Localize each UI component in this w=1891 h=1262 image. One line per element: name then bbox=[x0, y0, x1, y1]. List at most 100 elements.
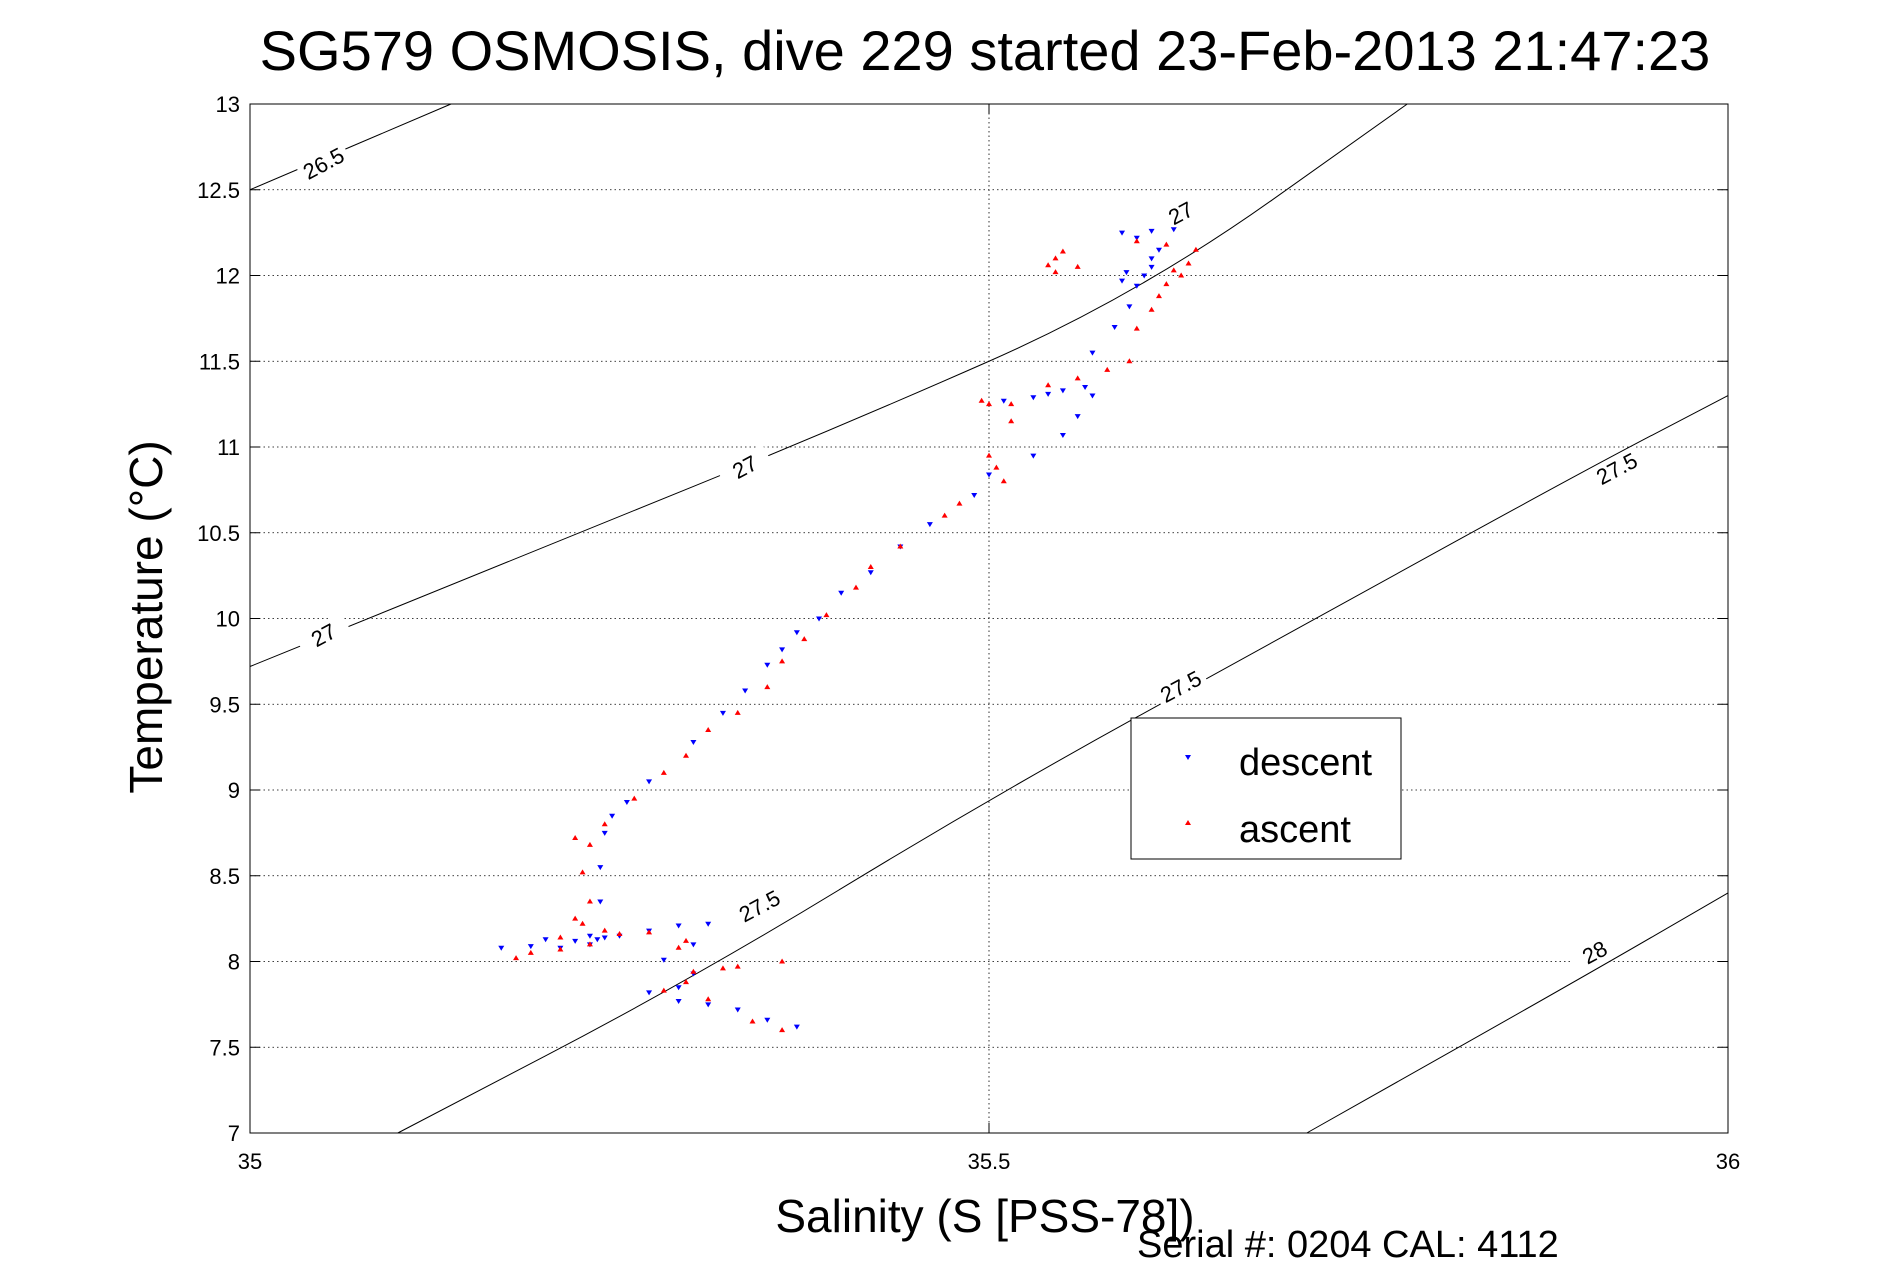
descent-point bbox=[1045, 391, 1052, 397]
contour-label-bg bbox=[730, 882, 789, 931]
descent-point bbox=[816, 616, 823, 622]
descent-point bbox=[742, 688, 749, 694]
contour-label-bg bbox=[1565, 929, 1625, 977]
descent-point bbox=[1155, 247, 1162, 253]
ascent-point bbox=[1074, 375, 1081, 381]
ascent-point bbox=[779, 958, 786, 964]
ascent-point bbox=[1052, 255, 1059, 261]
y-tick-label: 13 bbox=[216, 92, 240, 117]
contour-label-bg bbox=[716, 443, 775, 492]
x-axis-label: Salinity (S [PSS-78]) bbox=[775, 1190, 1194, 1242]
ascent-point bbox=[823, 612, 830, 618]
ascent-point bbox=[513, 955, 520, 961]
descent-point bbox=[690, 942, 697, 948]
x-tick-label: 35 bbox=[238, 1149, 262, 1174]
descent-point bbox=[597, 899, 604, 905]
ascent-point bbox=[1000, 478, 1007, 484]
ascent-point bbox=[779, 1027, 786, 1033]
descent-point bbox=[572, 938, 579, 944]
ascent-point bbox=[734, 963, 741, 969]
x-tick-label: 36 bbox=[1716, 1149, 1740, 1174]
ascent-point bbox=[1008, 401, 1015, 407]
x-tick-label: 35.5 bbox=[968, 1149, 1011, 1174]
ascent-point bbox=[1148, 306, 1155, 312]
descent-point bbox=[719, 710, 726, 716]
descent-point bbox=[1089, 350, 1096, 356]
ascent-point bbox=[683, 979, 690, 985]
y-tick-label: 7.5 bbox=[209, 1035, 240, 1060]
y-tick-label: 8 bbox=[228, 950, 240, 975]
ascent-point bbox=[646, 929, 653, 935]
y-tick-label: 9.5 bbox=[209, 692, 240, 717]
y-tick-label: 9 bbox=[228, 778, 240, 803]
descent-point bbox=[1148, 228, 1155, 234]
descent-point bbox=[867, 570, 874, 576]
ascent-point bbox=[1008, 418, 1015, 424]
ascent-point bbox=[1133, 325, 1140, 331]
ascent-point bbox=[1074, 263, 1081, 269]
descent-point bbox=[764, 662, 771, 668]
descent-point bbox=[594, 937, 601, 943]
ascent-point bbox=[572, 915, 579, 921]
legend: descent ascent bbox=[1130, 717, 1402, 860]
descent-series bbox=[498, 227, 1177, 1030]
descent-point bbox=[527, 944, 534, 950]
descent-point bbox=[675, 998, 682, 1004]
legend-descent-label: descent bbox=[1239, 742, 1373, 784]
descent-point bbox=[1000, 398, 1007, 404]
ascent-point bbox=[749, 1018, 756, 1024]
ascent-point bbox=[660, 769, 667, 775]
ascent-point bbox=[1192, 246, 1199, 252]
ascent-point bbox=[897, 543, 904, 549]
descent-point bbox=[601, 935, 608, 941]
chart-title: SG579 OSMOSIS, dive 229 started 23-Feb-2… bbox=[260, 19, 1711, 82]
descent-point bbox=[690, 739, 697, 745]
descent-point bbox=[971, 493, 978, 499]
ascent-point bbox=[1045, 262, 1052, 268]
ascent-point bbox=[719, 965, 726, 971]
descent-point bbox=[609, 813, 616, 819]
descent-point bbox=[1030, 395, 1037, 401]
descent-point bbox=[1170, 227, 1177, 233]
descent-point bbox=[1148, 264, 1155, 270]
descent-point bbox=[1089, 393, 1096, 399]
legend-box bbox=[1130, 717, 1402, 860]
descent-point bbox=[623, 800, 630, 806]
y-tick-label: 11.5 bbox=[199, 349, 240, 374]
ascent-point bbox=[867, 564, 874, 570]
ascent-point bbox=[1059, 248, 1066, 254]
descent-point bbox=[542, 937, 549, 943]
density-contour-line bbox=[1306, 892, 1729, 1134]
descent-point bbox=[1059, 432, 1066, 438]
ascent-point bbox=[527, 949, 534, 955]
ascent-point bbox=[557, 934, 564, 940]
descent-point bbox=[705, 1002, 712, 1008]
legend-descent-marker bbox=[1185, 755, 1191, 760]
ascent-point bbox=[572, 835, 579, 841]
descent-point bbox=[1030, 453, 1037, 459]
descent-point bbox=[793, 1024, 800, 1030]
descent-point bbox=[675, 923, 682, 929]
descent-point bbox=[1119, 230, 1126, 236]
ascent-point bbox=[705, 726, 712, 732]
legend-ascent-marker bbox=[1185, 820, 1191, 825]
ascent-point bbox=[1045, 382, 1052, 388]
ascent-point bbox=[1185, 260, 1192, 266]
y-tick-label: 11 bbox=[217, 435, 240, 460]
ascent-point bbox=[956, 500, 963, 506]
descent-point bbox=[1074, 414, 1081, 420]
y-tick-label: 12 bbox=[216, 264, 240, 289]
ascent-point bbox=[1163, 281, 1170, 287]
contour-label-bg bbox=[1152, 663, 1211, 711]
ascent-point bbox=[579, 920, 586, 926]
ascent-point bbox=[683, 937, 690, 943]
ascent-point bbox=[586, 941, 593, 947]
descent-point bbox=[793, 630, 800, 636]
contour-label-bg bbox=[1152, 190, 1211, 238]
ascent-point bbox=[616, 931, 623, 937]
ascent-point bbox=[852, 584, 859, 590]
ascent-point bbox=[675, 944, 682, 950]
contour-label-bg bbox=[1588, 445, 1647, 493]
ascent-point bbox=[683, 752, 690, 758]
descent-point bbox=[1133, 283, 1140, 289]
